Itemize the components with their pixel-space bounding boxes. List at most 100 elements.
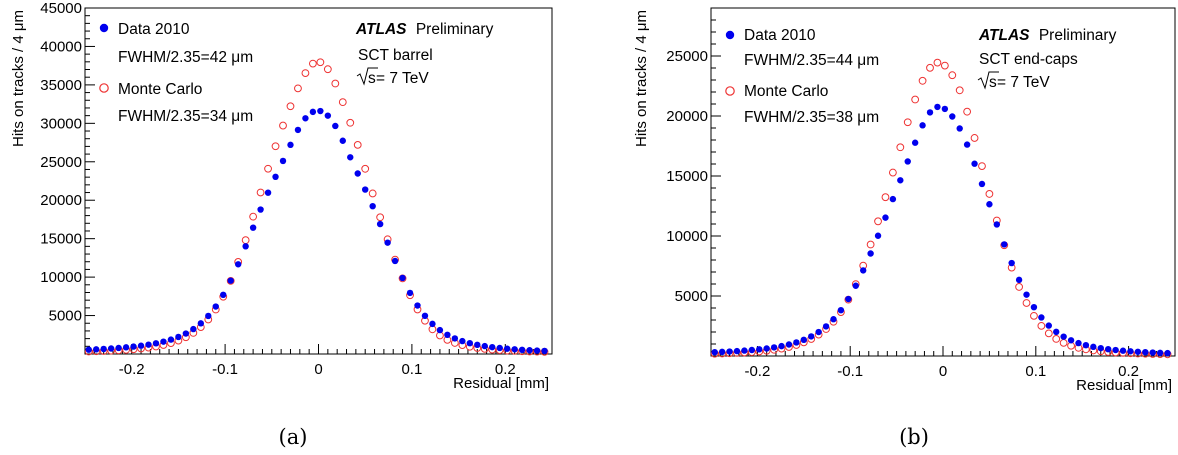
data-point — [978, 180, 986, 188]
data-point — [1164, 349, 1171, 357]
mc-point — [985, 190, 994, 198]
data-point — [85, 346, 92, 353]
atlas-status-a: Preliminary — [416, 21, 494, 38]
data-point — [859, 267, 867, 274]
data-point — [882, 214, 889, 221]
data-point — [963, 141, 971, 148]
legend-label-mc-a: Monte Carlo — [118, 81, 202, 98]
y-axis-title-a: Hits on tracks / 4 μm — [10, 10, 27, 147]
data-point — [406, 289, 414, 297]
data-point — [242, 243, 249, 250]
data-point — [1015, 276, 1023, 284]
data-point — [145, 341, 152, 348]
x-axis-title-a: Residual [mm] — [453, 375, 549, 392]
data-point — [1038, 314, 1045, 321]
energy-s-b: s — [989, 74, 997, 91]
legend-a: Data 2010 FWHM/2.35=42 μm Monte Carlo FW… — [99, 21, 253, 125]
data-point — [1142, 348, 1149, 356]
data-point — [837, 306, 845, 314]
legend-label-data-b: Data 2010 — [744, 27, 816, 44]
data-point — [808, 333, 815, 340]
legend-label-mc-b: Monte Carlo — [744, 83, 828, 100]
x-tick-label: -0.1 — [212, 361, 238, 378]
data-point — [971, 160, 978, 167]
data-point — [459, 337, 466, 345]
data-point — [496, 344, 503, 352]
legend-marker-mc-a — [99, 83, 109, 93]
data-point — [115, 344, 122, 352]
data-point — [1127, 348, 1134, 355]
data-point — [107, 345, 115, 352]
data-point — [137, 342, 145, 349]
y-tick-label: 5000 — [49, 308, 82, 325]
data-point — [1097, 344, 1104, 352]
data-point — [257, 206, 264, 213]
data-point — [1067, 337, 1075, 344]
y-tick-label: 40000 — [40, 38, 82, 55]
mc-point — [948, 71, 957, 80]
data-point — [1112, 346, 1119, 354]
legend-b: Data 2010 FWHM/2.35=44 μm Monte Carlo FW… — [725, 27, 879, 126]
caption-b: (b) — [899, 425, 929, 449]
mc-point — [896, 143, 905, 152]
data-point — [518, 346, 526, 354]
panel-a: 5000 10000 15000 20000 25000 30000 35000 40000 4… — [10, 0, 553, 449]
mc-point — [1044, 329, 1053, 338]
data-point — [541, 347, 548, 355]
data-point — [451, 335, 459, 342]
data-point — [926, 109, 934, 116]
mc-point — [1022, 299, 1031, 307]
data-point — [354, 170, 361, 177]
data-point — [347, 154, 354, 161]
y-axis-title-b: Hits on tracks / 4 μm — [633, 10, 650, 147]
data-point — [362, 186, 369, 193]
data-point — [421, 312, 429, 320]
y-tick-label: 5000 — [675, 288, 708, 305]
data-point — [726, 348, 733, 355]
data-point — [993, 221, 1001, 228]
data-point — [1060, 333, 1067, 340]
mc-point — [279, 121, 287, 130]
atlas-status-b: Preliminary — [1039, 27, 1117, 44]
mc-point — [1059, 338, 1068, 347]
mc-point — [376, 213, 385, 222]
mc-point — [918, 76, 927, 85]
mc-point — [361, 164, 370, 173]
svg-text:ATLAS Preliminary: ATLAS Preliminary — [978, 27, 1117, 44]
data-point — [1134, 348, 1142, 355]
legend-marker-data-b — [725, 30, 735, 40]
data-point — [160, 338, 167, 345]
mc-point — [888, 168, 897, 177]
data-point — [324, 112, 332, 119]
data-point — [815, 328, 822, 336]
data-point — [287, 141, 294, 149]
legend-sublabel-mc-b: FWHM/2.35=38 μm — [744, 109, 879, 126]
svg-text:s: s — [368, 70, 376, 87]
x-tick-label: 0 — [939, 363, 947, 380]
x-ticks-a: -0.2 -0.1 0 0.1 0.2 — [84, 344, 553, 378]
data-point — [711, 348, 718, 356]
y-tick-label: 20000 — [40, 192, 82, 209]
mc-point — [338, 98, 347, 107]
data-point — [793, 339, 800, 346]
x-tick-label: 0.1 — [1025, 363, 1046, 380]
mc-point — [264, 164, 272, 173]
mc-point — [866, 240, 875, 249]
data-point — [1001, 241, 1008, 248]
data-point — [718, 348, 726, 356]
data-point — [481, 342, 488, 350]
data-point — [1104, 345, 1112, 353]
data-point — [763, 345, 770, 352]
mc-point — [963, 107, 972, 116]
data-point — [889, 195, 897, 203]
mc-point — [970, 134, 979, 142]
mc-point — [256, 188, 265, 197]
data-point — [384, 239, 391, 246]
data-point — [956, 125, 963, 132]
detector-label-b: SCT end-caps — [979, 51, 1078, 68]
data-point — [167, 336, 175, 343]
mc-point — [353, 140, 362, 149]
y-tick-label: 45000 — [40, 0, 82, 17]
data-point — [444, 331, 451, 339]
